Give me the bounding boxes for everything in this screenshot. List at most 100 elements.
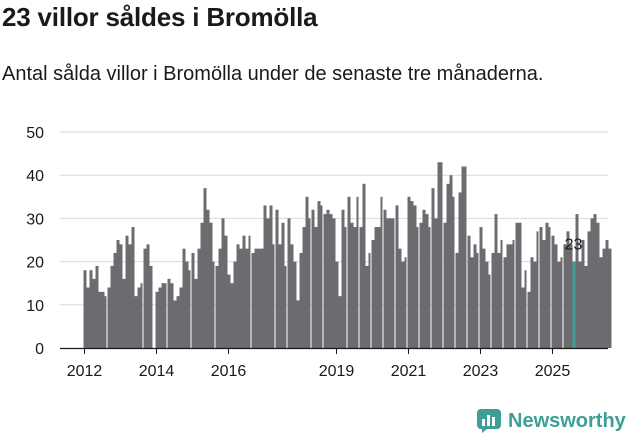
bar [515,222,519,348]
bar [578,261,582,348]
bar [374,227,378,348]
x-tick-label: 2014 [139,363,175,380]
bar [293,261,297,348]
bar [272,244,275,348]
bar [437,162,441,348]
bar [593,214,597,348]
bar [602,248,606,348]
y-tick-label: 50 [26,125,44,142]
bar [587,231,591,348]
bar [209,222,213,348]
bar [365,265,369,348]
bar [251,252,255,348]
bar [218,248,222,348]
bar [518,222,522,348]
bar [557,261,561,348]
bar [455,252,459,348]
bar [542,240,546,348]
bar [509,244,513,348]
bar [530,257,534,348]
bar [95,265,99,348]
bar [302,227,306,348]
bar [359,227,363,348]
bar [362,183,366,348]
bar [584,265,588,348]
bar [533,261,537,348]
bar [575,214,579,348]
bar [110,265,114,348]
bar [458,192,462,348]
bar [182,248,186,348]
bar [212,261,215,348]
bar [326,209,330,348]
bar [245,248,249,348]
bar [377,227,381,348]
bar [350,222,354,348]
bar [191,252,195,348]
y-tick-label: 10 [26,298,44,315]
bar [224,235,228,348]
bar [410,201,414,348]
bar [563,244,567,348]
bar [107,287,111,348]
bar [401,261,405,348]
bar [371,240,375,348]
bar [86,287,90,348]
bar [242,235,246,348]
bar [164,283,167,348]
bar [383,209,387,348]
bar [386,218,390,348]
bar [233,261,237,348]
x-tick-label: 2021 [391,363,427,380]
bar [380,196,383,348]
bar [482,248,486,348]
bar [260,248,264,348]
bar [329,214,333,348]
bar [512,240,515,348]
bar [404,257,407,348]
bar [314,227,318,348]
bar [416,227,419,348]
x-tick-label: 2025 [535,363,571,380]
bar [554,244,558,348]
bar [254,248,258,348]
bar [179,287,183,348]
chart-title: 23 villor såldes i Bromölla [2,2,318,32]
bar [143,248,147,348]
bar-highlight [572,261,576,348]
x-tick-label: 2012 [67,363,103,380]
bar [488,274,491,348]
highlight-value-label: 23 [565,237,583,254]
y-tick-label: 0 [35,341,44,358]
bar [395,205,399,348]
y-tick-label: 20 [26,255,44,272]
bar [281,222,285,348]
bar [266,218,270,348]
bar [278,244,282,348]
bar [344,227,347,348]
bar [566,231,570,348]
bar [122,278,126,348]
bar [140,283,143,348]
bar [560,257,563,348]
bar [569,244,573,348]
bar [368,252,371,348]
bar [332,218,336,348]
bar [320,205,323,348]
bar [257,248,261,348]
bar [275,209,279,348]
bar [194,278,198,348]
bar [446,183,450,348]
bar [158,287,162,348]
bar [398,248,402,348]
bar [524,270,527,348]
bar [503,257,507,348]
bar [599,257,603,348]
bar [173,300,177,348]
bar [449,175,453,348]
bar [521,287,525,348]
bar [422,209,426,348]
bar [134,296,138,348]
bar [470,257,474,348]
